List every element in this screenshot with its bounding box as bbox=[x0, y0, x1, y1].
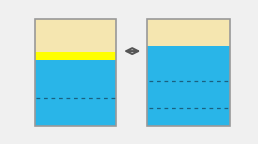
Bar bbox=[147, 19, 230, 46]
Bar bbox=[147, 19, 230, 126]
Bar bbox=[35, 52, 116, 60]
Bar bbox=[147, 46, 230, 126]
Bar bbox=[35, 19, 116, 126]
Bar bbox=[35, 19, 116, 52]
Bar bbox=[35, 60, 116, 126]
